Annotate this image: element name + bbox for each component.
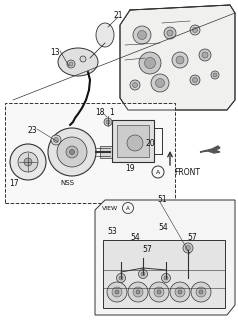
Circle shape — [66, 146, 78, 158]
Text: 57: 57 — [142, 245, 152, 254]
Circle shape — [54, 138, 59, 142]
Ellipse shape — [58, 48, 98, 76]
Circle shape — [164, 276, 168, 280]
Polygon shape — [200, 146, 220, 153]
Circle shape — [67, 60, 75, 68]
Circle shape — [57, 137, 87, 167]
Text: 1: 1 — [110, 108, 114, 116]
Text: 20: 20 — [145, 139, 155, 148]
Circle shape — [51, 135, 61, 145]
Circle shape — [138, 30, 147, 39]
Bar — [5, 103, 175, 203]
Circle shape — [112, 287, 122, 297]
Ellipse shape — [96, 23, 114, 47]
Circle shape — [144, 58, 155, 68]
Text: 54: 54 — [158, 223, 168, 233]
Circle shape — [164, 27, 176, 39]
Text: 19: 19 — [125, 164, 135, 172]
Circle shape — [133, 287, 143, 297]
Circle shape — [136, 290, 140, 294]
Circle shape — [151, 74, 169, 92]
Circle shape — [106, 120, 110, 124]
Circle shape — [139, 52, 161, 74]
Bar — [117, 125, 149, 157]
Text: 53: 53 — [107, 228, 117, 236]
Circle shape — [157, 290, 161, 294]
Circle shape — [167, 30, 173, 36]
Circle shape — [178, 290, 182, 294]
Circle shape — [175, 287, 185, 297]
Text: 13: 13 — [50, 47, 60, 57]
Polygon shape — [95, 200, 235, 315]
Circle shape — [48, 128, 96, 176]
Circle shape — [155, 78, 164, 87]
Polygon shape — [120, 5, 235, 110]
Bar — [100, 146, 112, 158]
Text: 17: 17 — [9, 179, 19, 188]
Circle shape — [133, 26, 151, 44]
Circle shape — [170, 282, 190, 302]
Bar — [112, 120, 154, 162]
Circle shape — [199, 290, 203, 294]
Text: A: A — [156, 170, 160, 174]
Circle shape — [172, 52, 188, 68]
Bar — [103, 240, 225, 308]
Circle shape — [69, 149, 74, 155]
Circle shape — [18, 152, 38, 172]
Circle shape — [193, 28, 198, 33]
Circle shape — [107, 282, 127, 302]
Circle shape — [211, 71, 219, 79]
Circle shape — [127, 135, 143, 151]
Circle shape — [119, 276, 123, 280]
Text: 57: 57 — [187, 233, 197, 242]
Circle shape — [24, 158, 32, 166]
Circle shape — [190, 75, 200, 85]
Circle shape — [199, 49, 211, 61]
Text: NSS: NSS — [60, 180, 74, 186]
Circle shape — [115, 290, 119, 294]
Text: 23: 23 — [27, 125, 37, 134]
Circle shape — [202, 52, 208, 58]
Text: VIEW: VIEW — [102, 205, 118, 211]
Text: FRONT: FRONT — [174, 167, 200, 177]
Circle shape — [185, 245, 190, 251]
Circle shape — [190, 25, 200, 35]
Circle shape — [104, 118, 112, 126]
Text: 54: 54 — [130, 233, 140, 242]
Circle shape — [141, 272, 145, 276]
Text: 18: 18 — [95, 108, 105, 116]
Text: 21: 21 — [113, 11, 123, 20]
Circle shape — [176, 56, 184, 64]
Circle shape — [149, 282, 169, 302]
Circle shape — [154, 287, 164, 297]
Text: 51: 51 — [157, 196, 167, 204]
Circle shape — [133, 83, 138, 87]
Circle shape — [116, 274, 125, 283]
Circle shape — [130, 80, 140, 90]
Circle shape — [139, 269, 148, 278]
Text: A: A — [126, 205, 130, 211]
Circle shape — [80, 56, 86, 62]
Circle shape — [213, 73, 217, 77]
Circle shape — [191, 282, 211, 302]
Circle shape — [193, 77, 198, 83]
Circle shape — [183, 243, 193, 253]
Circle shape — [69, 62, 73, 66]
Circle shape — [196, 287, 206, 297]
Circle shape — [10, 144, 46, 180]
Circle shape — [128, 282, 148, 302]
Circle shape — [162, 274, 170, 283]
